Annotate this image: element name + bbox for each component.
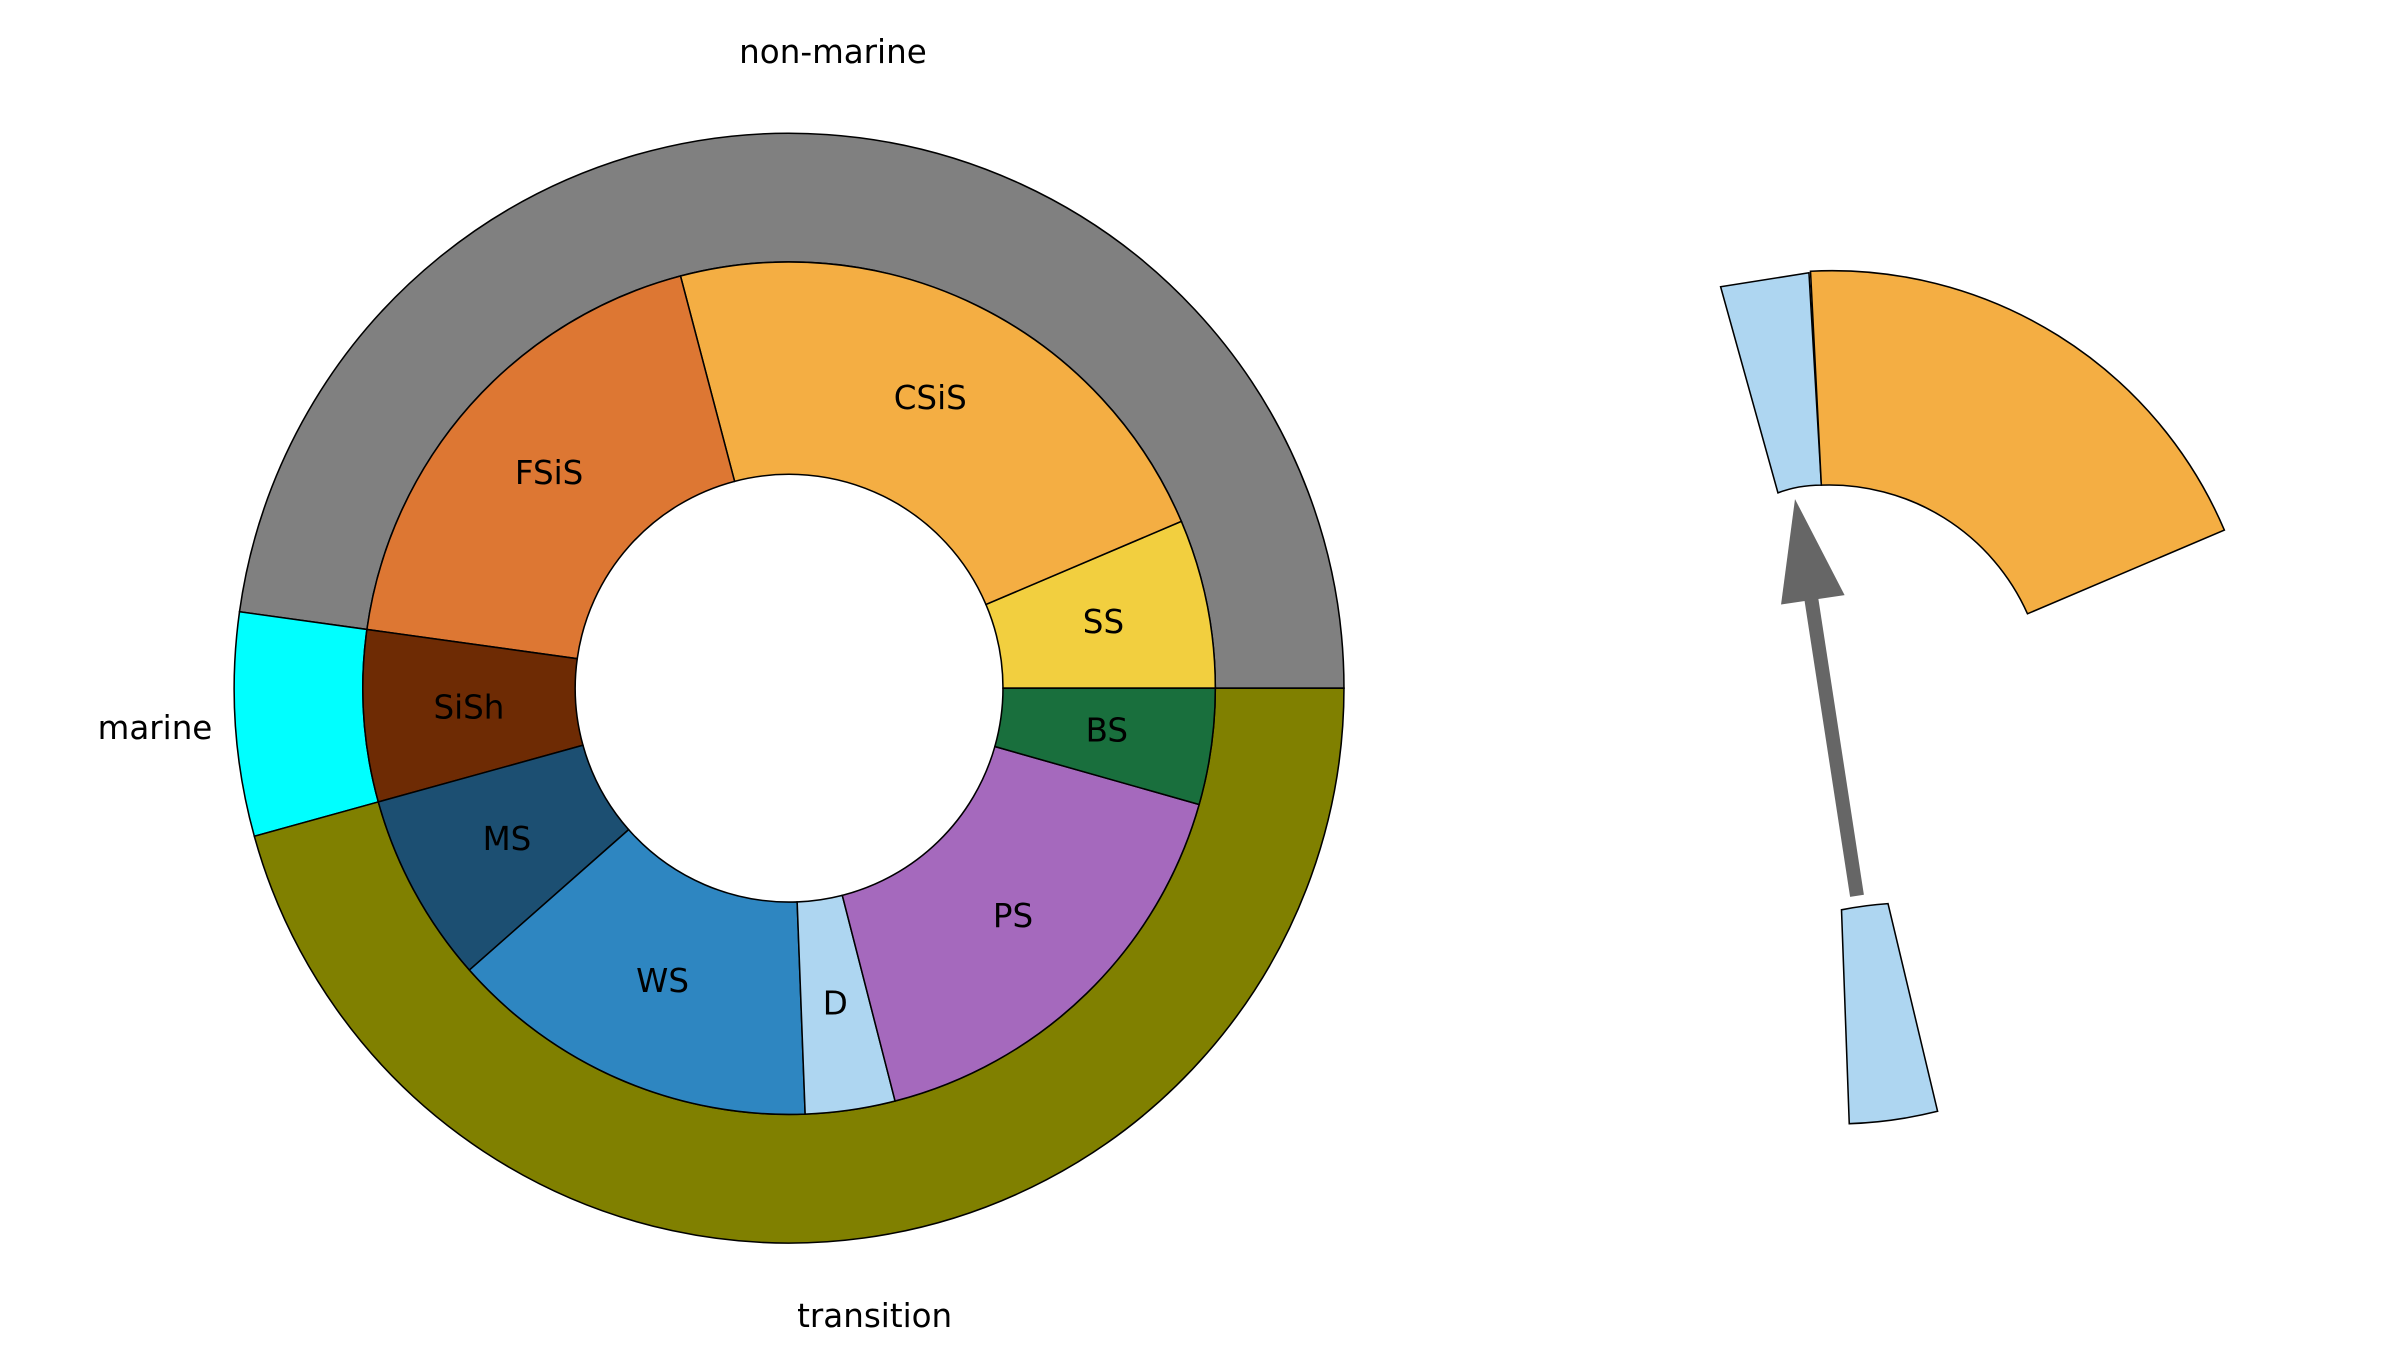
detail-wedge	[1809, 269, 2226, 615]
wedge	[993, 687, 1217, 806]
outer-label: marine	[98, 709, 213, 747]
inner-label: MS	[483, 820, 532, 858]
inner-label: PS	[993, 897, 1033, 935]
inner-label: FSiS	[515, 454, 583, 492]
detail-wedge	[1840, 902, 1939, 1125]
inner-label: CSiS	[894, 379, 967, 417]
nested-donut: non-marine marine transition SS CSiS FSiS SiSh…	[98, 33, 1345, 1335]
wedge	[233, 610, 380, 838]
inner-label: SiSh	[433, 688, 504, 726]
inner-label: SS	[1083, 603, 1124, 641]
arrow-shaft	[1800, 572, 1864, 897]
inner-label: WS	[636, 962, 689, 1000]
detail-wedge	[1719, 271, 1823, 494]
wedge	[841, 745, 1201, 1102]
wedge	[366, 275, 736, 660]
inner-label: BS	[1086, 711, 1128, 749]
arrow-head	[1781, 499, 1845, 605]
outer-label: transition	[797, 1297, 952, 1335]
wedge	[468, 828, 806, 1116]
inner-label: D	[823, 985, 848, 1023]
outer-label: non-marine	[739, 33, 927, 71]
wedge	[679, 261, 1183, 606]
detail-illustration	[1719, 269, 2226, 1125]
